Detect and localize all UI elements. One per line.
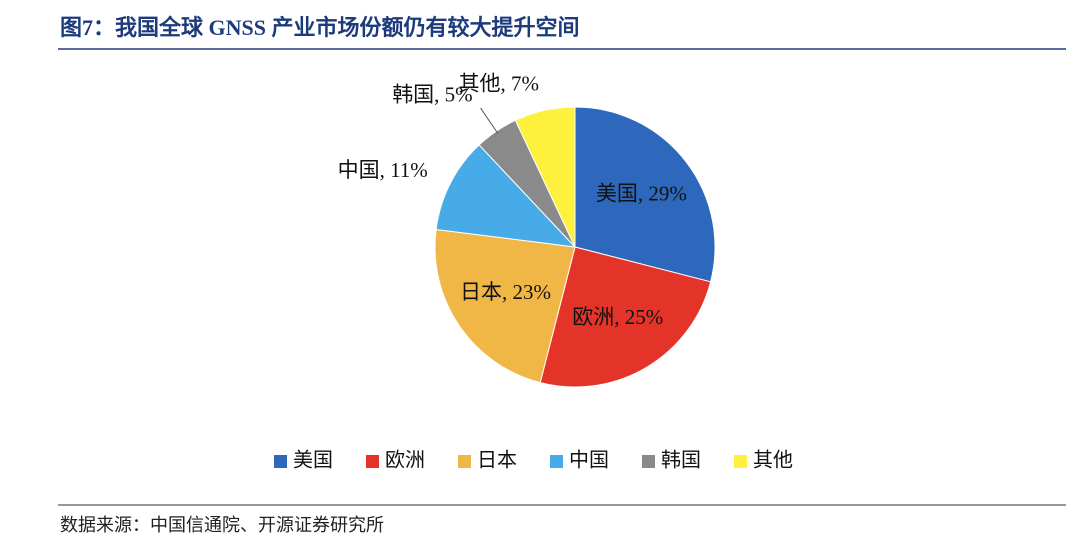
pie-slice [574, 106, 716, 283]
legend-swatch [550, 455, 563, 468]
legend-swatch [366, 455, 379, 468]
data-label: 美国, 29% [596, 181, 687, 205]
pie-slice [435, 144, 577, 248]
legend-swatch [274, 455, 287, 468]
data-label: 日本, 23% [460, 280, 551, 304]
legend-label: 日本 [477, 449, 517, 472]
data-label: 韩国, 5% [392, 82, 473, 106]
leader-line [480, 107, 499, 134]
legend-label: 欧洲 [385, 449, 425, 472]
legend-swatch [458, 455, 471, 468]
legend-label: 美国 [293, 449, 333, 472]
pie-slice [539, 246, 712, 388]
data-label: 其他, 7% [458, 72, 539, 96]
legend-swatch [734, 455, 747, 468]
legend-label: 韩国 [661, 449, 701, 472]
pie-slice [434, 228, 576, 384]
data-label: 中国, 11% [338, 158, 428, 182]
pie-slice [514, 106, 576, 248]
legend-swatch [642, 455, 655, 468]
chart-title: 图7：我国全球 GNSS 产业市场份额仍有较大提升空间 [60, 15, 579, 40]
legend-label: 中国 [569, 449, 609, 472]
legend-label: 其他 [753, 449, 793, 472]
data-label: 欧洲, 25% [572, 305, 663, 329]
source: 数据来源：中国信通院、开源证券研究所 [60, 515, 384, 535]
